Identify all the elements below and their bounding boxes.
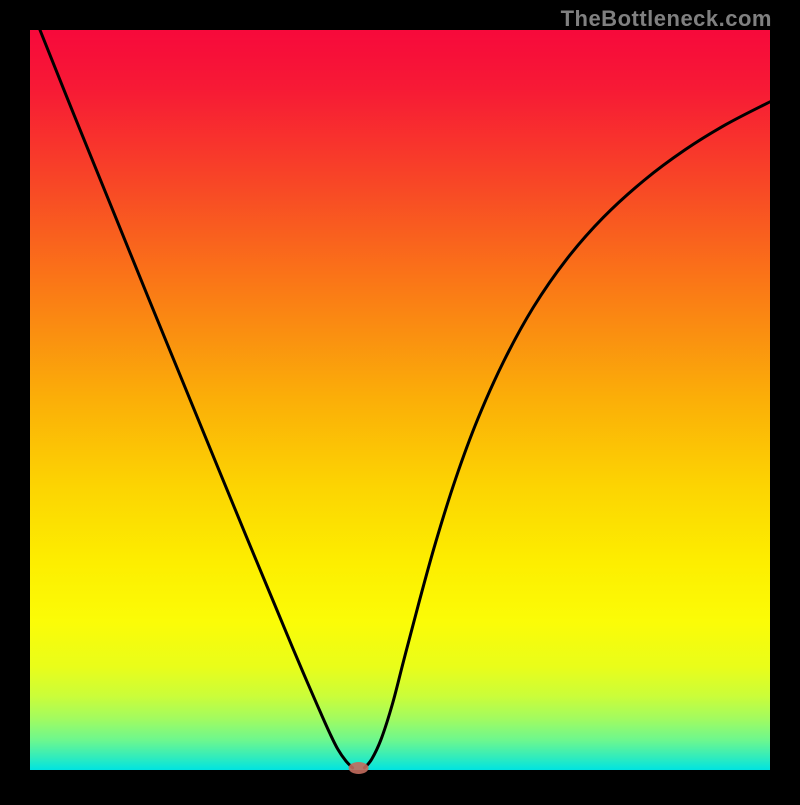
optimum-marker [349,762,369,774]
bottleneck-chart [0,0,800,800]
chart-container [0,0,800,800]
plot-background [30,30,770,770]
watermark-text: TheBottleneck.com [561,6,772,32]
